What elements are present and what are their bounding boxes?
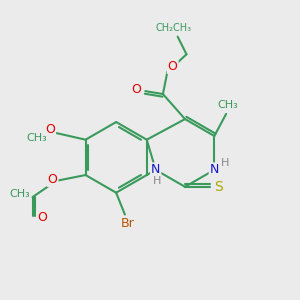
Text: CH₃: CH₃: [27, 133, 47, 142]
Text: N: N: [151, 164, 160, 176]
Text: CH₂CH₃: CH₂CH₃: [155, 23, 191, 33]
Text: O: O: [48, 173, 58, 186]
Text: Br: Br: [121, 217, 135, 230]
Text: CH₃: CH₃: [9, 189, 30, 199]
Text: O: O: [45, 123, 55, 136]
Text: CH₃: CH₃: [217, 100, 238, 110]
Text: S: S: [214, 180, 223, 194]
Text: O: O: [37, 211, 47, 224]
Text: H: H: [220, 158, 229, 167]
Text: H: H: [153, 176, 161, 186]
Text: N: N: [210, 164, 219, 176]
Text: O: O: [131, 83, 141, 96]
Text: O: O: [168, 60, 178, 73]
